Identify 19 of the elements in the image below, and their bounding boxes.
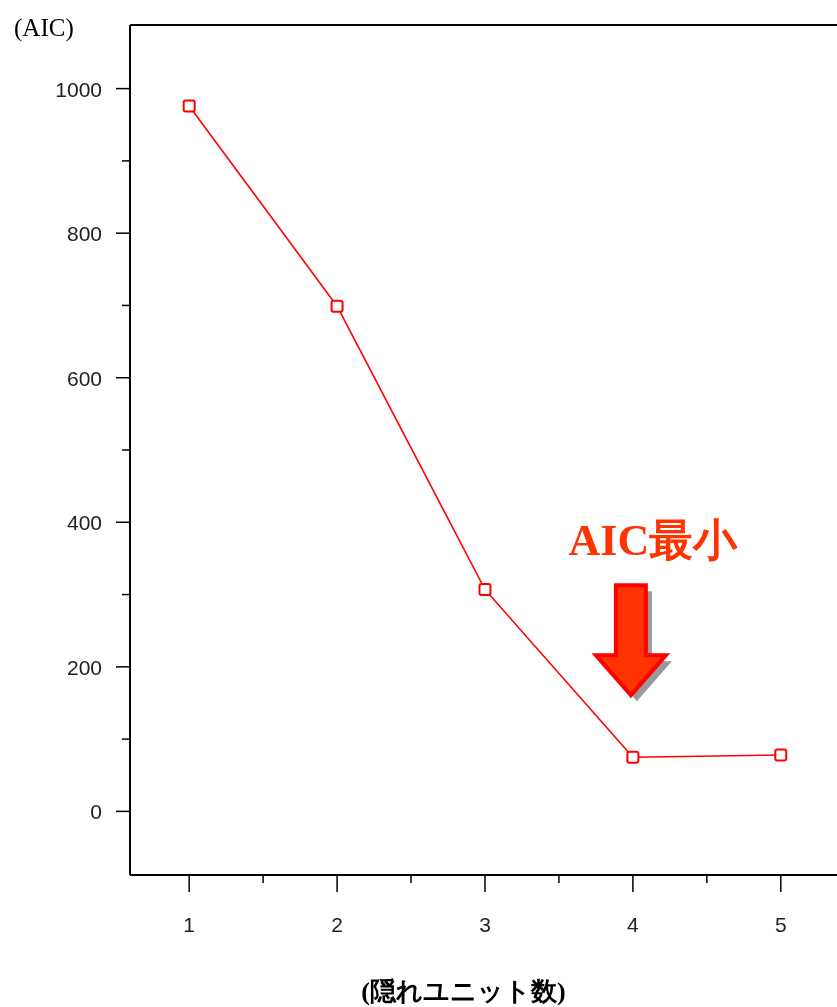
y-axis-title: (AIC) (14, 14, 74, 42)
y-tick-label: 400 (66, 511, 102, 535)
y-tick-label: 200 (66, 655, 102, 679)
point (330, 299, 344, 313)
point (478, 583, 492, 596)
point (774, 748, 788, 762)
y-tick-label: 800 (66, 222, 102, 246)
x-tick-label: 2 (331, 913, 343, 936)
x-tick-label: 4 (627, 913, 640, 936)
x-tick-label: 5 (774, 913, 787, 936)
point (182, 99, 196, 113)
y-tick-label: 600 (66, 366, 102, 390)
x-tick-label: 1 (183, 913, 196, 936)
x-axis-title: (隠れユニット数) (361, 977, 566, 1006)
y-tick-label: 1000 (55, 77, 102, 101)
y-tick-label: 0 (90, 800, 102, 824)
annotation: AIC最小 (568, 516, 739, 566)
x-tick-label: 3 (479, 913, 491, 936)
point (626, 750, 640, 764)
